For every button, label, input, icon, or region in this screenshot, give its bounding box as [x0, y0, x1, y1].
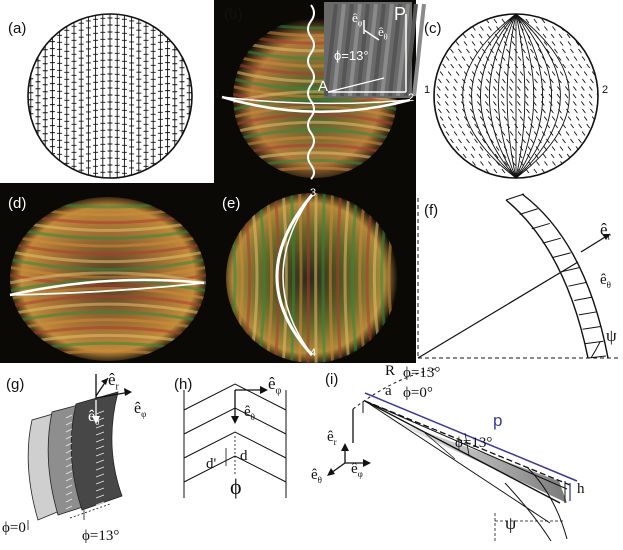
panel-c-label: (c) — [424, 20, 442, 37]
panel-b-inset-e-theta: êθ — [378, 24, 388, 42]
panel-h-d-prime: d' — [206, 456, 217, 472]
panel-i-psi: ψ — [505, 513, 517, 533]
panel-e-marker-3: 3 — [310, 187, 317, 199]
panel-i-e-r: êr — [327, 429, 337, 447]
panel-f-e-theta: êθ — [600, 272, 611, 290]
panel-i-a: a — [385, 383, 392, 399]
panel-d-texture — [9, 197, 206, 361]
panel-i-e-phi: êφ — [351, 461, 363, 479]
panel-e-texture — [226, 193, 398, 363]
panel-h-e-phi: êφ — [268, 374, 282, 397]
panel-b-inset-A: A — [318, 78, 329, 95]
panel-c: (c) 1 2 — [418, 0, 623, 190]
panel-b: (b) 1 2 P A ϕ=13° êφ êθ — [214, 0, 426, 183]
panel-i: (i) R a ϕ=13° ϕ=0° p ϕ=13° h ψ êr êθ êφ — [305, 363, 623, 550]
panel-h-phi: ϕ — [230, 474, 242, 499]
panel-h: (h) êφ êθ d d' ϕ — [170, 370, 320, 550]
panel-c-marker-1: 1 — [424, 84, 431, 96]
panel-d: (d) — [0, 183, 214, 363]
panel-g: (g) êr êθ êφ ϕ=0 ϕ=13° — [0, 370, 170, 550]
panel-b-inset — [324, 2, 426, 98]
panel-b-texture — [221, 2, 426, 180]
panel-c-sphere-diagram — [433, 13, 599, 179]
panel-b-marker-2: 2 — [408, 92, 415, 104]
panel-i-R: R — [385, 363, 396, 379]
panel-f-diagram — [417, 193, 621, 359]
panel-b-inset-e-phi: êφ — [352, 10, 363, 28]
panel-b-inset-P: P — [394, 4, 407, 24]
panel-i-p: p — [493, 411, 503, 430]
panel-e-label: (e) — [222, 195, 241, 212]
panel-g-e-theta: êθ — [88, 408, 100, 428]
panel-g-label: (g) — [6, 376, 25, 393]
panel-i-phi-diagonal: ϕ=13° — [455, 435, 493, 451]
panel-h-diagram — [183, 383, 287, 498]
panel-i-e-theta: êθ — [311, 467, 322, 485]
panel-i-phi0: ϕ=0° — [403, 385, 433, 401]
panel-f: (f) êr êθ ψ — [416, 190, 623, 370]
panel-f-psi: ψ — [606, 326, 617, 345]
panel-e: (e) 3 4 — [214, 183, 416, 363]
panel-b-label: (b) — [224, 6, 243, 23]
panel-i-label: (i) — [325, 371, 339, 388]
panel-g-phi13: ϕ=13° — [82, 528, 120, 544]
panel-g-diagram — [27, 374, 132, 530]
panel-h-e-theta: êθ — [244, 404, 255, 422]
panel-a: (a) — [0, 0, 205, 190]
panel-c-marker-2: 2 — [602, 84, 609, 96]
panel-h-d: d — [240, 448, 248, 464]
panel-g-e-phi: êφ — [134, 400, 147, 420]
panel-b-marker-1: 1 — [214, 88, 221, 100]
panel-i-h: h — [577, 481, 585, 497]
panel-e-marker-4: 4 — [310, 347, 317, 359]
panel-f-label: (f) — [424, 202, 439, 219]
panel-f-e-r: êr — [600, 220, 611, 243]
panel-i-diagram — [327, 368, 578, 542]
panel-g-e-r: êr — [108, 370, 119, 393]
panel-b-inset-angle: ϕ=13° — [334, 48, 369, 63]
panel-a-label: (a) — [8, 20, 27, 37]
panel-d-label: (d) — [8, 195, 27, 212]
panel-a-sphere-diagram — [27, 13, 193, 179]
panel-i-phi13: ϕ=13° — [403, 365, 441, 381]
panel-g-phi0: ϕ=0 — [2, 520, 26, 536]
panel-h-label: (h) — [174, 376, 193, 393]
